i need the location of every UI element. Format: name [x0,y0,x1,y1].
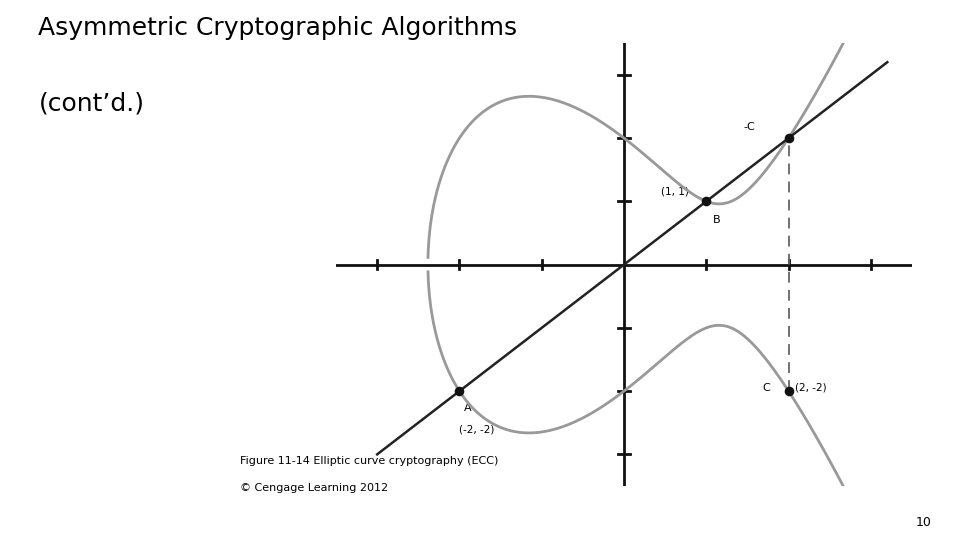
Point [780,134,796,143]
Text: C: C [762,383,771,393]
Text: (2, -2): (2, -2) [795,383,827,393]
Text: Asymmetric Cryptographic Algorithms: Asymmetric Cryptographic Algorithms [38,16,517,40]
Text: (-2, -2): (-2, -2) [460,424,494,434]
Text: © Cengage Learning 2012: © Cengage Learning 2012 [240,483,388,494]
Text: (1, 1): (1, 1) [661,186,689,196]
Text: B: B [713,215,721,225]
Point [699,197,714,206]
Text: 10: 10 [915,516,931,529]
Text: -C: -C [743,122,756,132]
Point [780,387,796,395]
Text: Figure 11-14 Elliptic curve cryptography (ECC): Figure 11-14 Elliptic curve cryptography… [240,456,498,467]
Text: (cont’d.): (cont’d.) [38,92,144,116]
Point [452,387,468,395]
Text: A: A [464,402,471,413]
